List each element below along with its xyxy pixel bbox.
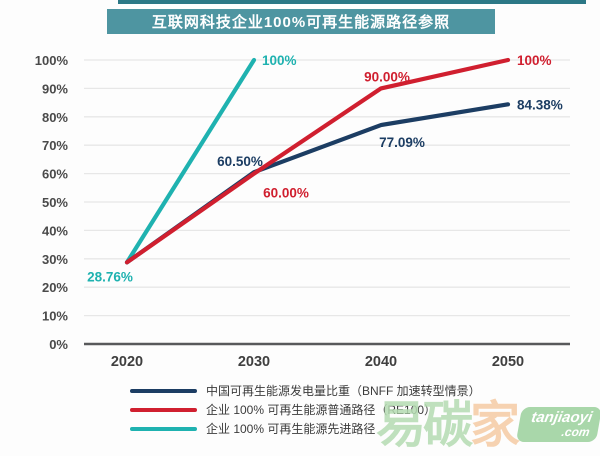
y-tick-label: 80% bbox=[42, 110, 68, 125]
y-tick-label: 0% bbox=[49, 337, 68, 352]
y-tick-label: 100% bbox=[35, 53, 69, 68]
point-label-red: 60.00% bbox=[263, 186, 309, 201]
point-label-navy: 60.50% bbox=[217, 154, 263, 169]
y-tick-label: 30% bbox=[42, 252, 68, 267]
y-tick-label: 40% bbox=[42, 223, 68, 238]
legend-line-swatch-red bbox=[130, 407, 197, 412]
legend-item-china-renewable-share: 中国可再生能源发电量比重（BNFF 加速转型情景） bbox=[130, 381, 481, 400]
legend-item-re100-ordinary-path: 企业 100% 可再生能源普通路径（RE100） bbox=[130, 400, 481, 419]
point-label-teal: 28.76% bbox=[87, 269, 133, 284]
y-tick-label: 10% bbox=[42, 309, 68, 324]
point-label-teal: 100% bbox=[262, 53, 297, 68]
point-label-red: 90.00% bbox=[364, 69, 410, 84]
x-tick-label: 2050 bbox=[492, 354, 524, 370]
y-tick-label: 60% bbox=[42, 167, 68, 182]
legend-item-advanced-path: 企业 100% 可再生能源先进路径 bbox=[130, 419, 481, 438]
y-tick-label: 50% bbox=[42, 195, 68, 210]
chart-legend: 中国可再生能源发电量比重（BNFF 加速转型情景） 企业 100% 可再生能源普… bbox=[130, 381, 481, 438]
series-line-navy bbox=[124, 102, 511, 265]
watermark-badge-tld: .com bbox=[560, 425, 591, 439]
watermark-badge-domain: tanjiaoyi bbox=[529, 409, 594, 426]
chart-title-banner: 互联网科技企业100%可再生能源路径参照 bbox=[107, 9, 495, 34]
y-tick-label: 90% bbox=[42, 81, 68, 96]
y-tick-label: 20% bbox=[42, 280, 68, 295]
series-line-teal bbox=[124, 57, 257, 265]
legend-label: 企业 100% 可再生能源先进路径 bbox=[206, 422, 376, 436]
point-label-navy: 77.09% bbox=[379, 135, 425, 150]
watermark-badge: tanjiaoyi .com bbox=[515, 407, 600, 442]
legend-label: 中国可再生能源发电量比重（BNFF 加速转型情景） bbox=[206, 384, 481, 398]
point-label-red: 100% bbox=[517, 53, 552, 68]
point-label-navy: 84.38% bbox=[517, 97, 563, 112]
y-tick-label: 70% bbox=[42, 138, 68, 153]
legend-line-swatch-navy bbox=[130, 388, 197, 393]
line-chart: 0% 10% 20% 30% 40% 50% 60% 70% 80% 90% 100% 2020 203… bbox=[35, 53, 570, 370]
chart-title: 互联网科技企业100%可再生能源路径参照 bbox=[151, 14, 451, 31]
legend-line-swatch-teal bbox=[130, 426, 197, 431]
legend-label: 企业 100% 可再生能源普通路径（RE100） bbox=[206, 403, 437, 417]
banner-top-strip bbox=[118, 0, 586, 4]
series-line-red bbox=[124, 57, 511, 265]
x-tick-label: 2030 bbox=[238, 354, 270, 370]
x-tick-label: 2040 bbox=[365, 354, 397, 370]
x-tick-label: 2020 bbox=[111, 354, 143, 370]
